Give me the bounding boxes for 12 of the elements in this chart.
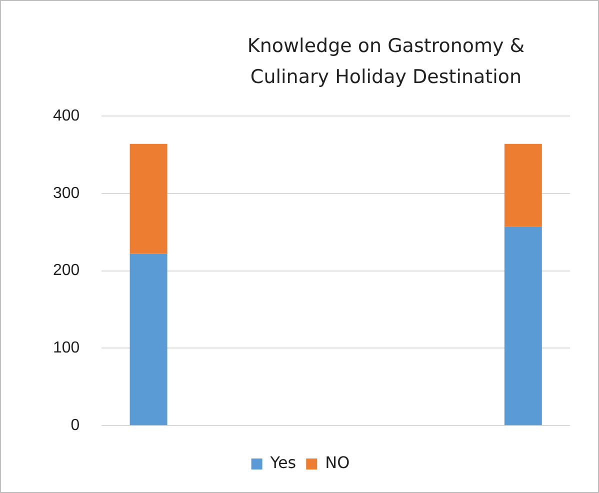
y-tick-label: 300 [52,184,80,202]
chart-title: Knowledge on Gastronomy & Culinary Holiday Destination [246,34,526,90]
y-tick-label: 400 [52,107,80,124]
bar [130,144,168,254]
y-tick-label: 0 [70,417,80,434]
y-tick-label: 100 [52,340,80,357]
bar [504,226,542,426]
y-tick-label: 200 [52,262,80,280]
legend-label: NO [325,453,350,472]
bar [130,254,168,426]
legend-label: Yes [269,453,296,472]
bar [504,144,542,227]
